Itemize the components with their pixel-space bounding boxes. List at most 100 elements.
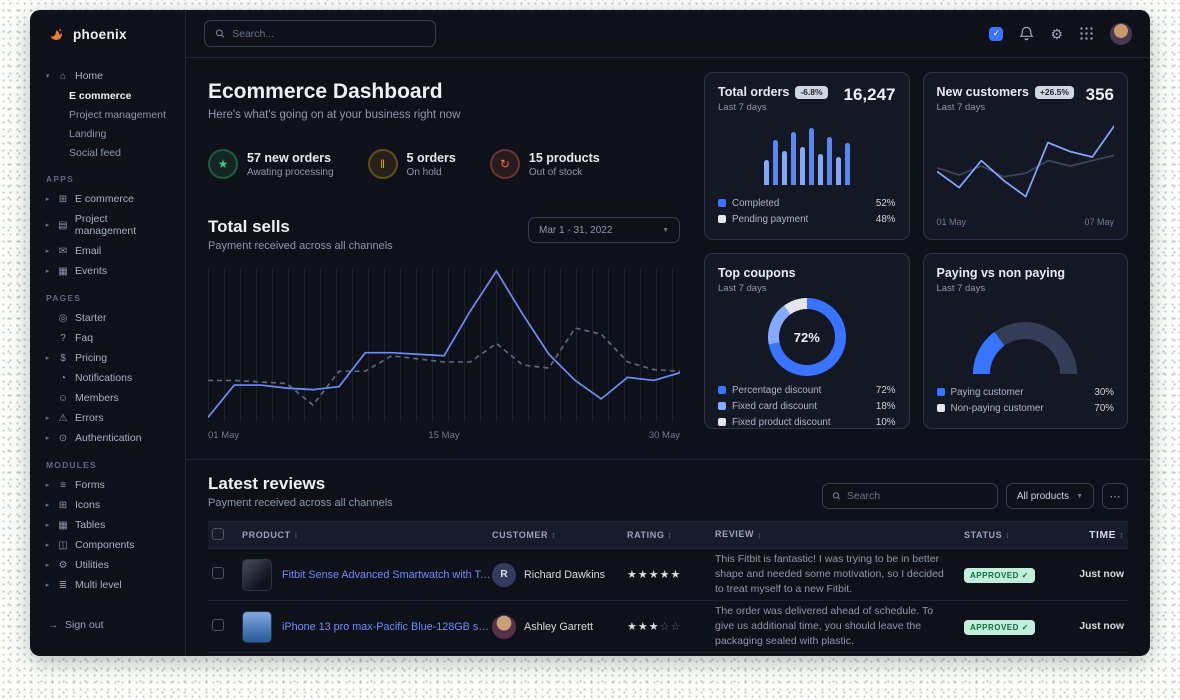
col-time[interactable]: TIME ↕	[1089, 529, 1124, 541]
product-link[interactable]: Fitbit Sense Advanced Smartwatch with To…	[282, 568, 492, 581]
sidebar-item-components[interactable]: ▸ ◫ Components	[45, 539, 135, 551]
clipboard-icon: ▤	[58, 219, 68, 231]
legend-item: Fixed card discount 18%	[718, 398, 896, 414]
stat-orders-on-hold: ‖ 5 orders On hold	[367, 149, 456, 179]
check-icon: ✓	[1021, 570, 1029, 580]
sign-out-icon: →	[48, 619, 58, 631]
product-thumbnail	[242, 610, 272, 643]
total-orders-legend: Completed 52% Pending payment 48%	[718, 195, 896, 227]
sidebar-item-multi-level[interactable]: ▸ ≣ Multi level	[45, 579, 122, 591]
col-rating[interactable]: RATING ↕	[627, 530, 673, 540]
sort-icon: ↕	[1119, 530, 1124, 540]
topbar-icons: ✓ ⚙	[989, 22, 1132, 45]
caret-icon: ▸	[45, 542, 50, 549]
total-sells-chart	[208, 268, 680, 422]
product-thumbnail	[242, 558, 272, 591]
envelope-icon: ✉	[58, 245, 68, 257]
stat-new-orders: ★ 57 new orders Awating processing	[208, 149, 334, 179]
donut-center-label: 72%	[793, 329, 820, 345]
sidebar-item-pricing[interactable]: ▸ $ Pricing	[45, 352, 108, 364]
pause-icon: ‖	[367, 149, 398, 179]
sidebar-item-starter[interactable]: ◎ Starter	[58, 312, 107, 324]
paying-gauge-chart	[973, 322, 1078, 374]
sidebar-item-project-management[interactable]: ▸ ▤ Project management	[45, 213, 137, 237]
layers-icon: ≣	[58, 579, 68, 591]
legend-item: Pending payment 48%	[718, 211, 896, 227]
sidebar-item-project-management[interactable]: Project management	[69, 108, 166, 121]
brand-name: phoenix	[73, 26, 127, 42]
table-icon: ▦	[58, 519, 68, 531]
status-badge: APPROVED ✓	[964, 619, 1035, 635]
sidebar-item-notifications[interactable]: ◔ Notifications	[38, 368, 177, 388]
sidebar-item-social-feed[interactable]: Social feed	[69, 146, 121, 159]
brand-logo[interactable]: phoenix	[30, 10, 185, 58]
sidebar-item-faq[interactable]: ? Faq	[38, 328, 177, 348]
order-bar	[826, 136, 832, 185]
caret-icon: ▸	[45, 435, 50, 442]
sort-icon: ↕	[1005, 530, 1011, 540]
col-product[interactable]: PRODUCT ↕	[242, 530, 299, 540]
col-review[interactable]: REVIEW ↕	[715, 529, 762, 540]
reviews-search-input[interactable]	[846, 490, 988, 502]
sidebar-item-tables[interactable]: ▸ ▦ Tables	[45, 519, 106, 531]
caret-icon: ▸	[45, 268, 50, 275]
sidebar-item-members[interactable]: ☺ Members	[57, 392, 119, 404]
table-row[interactable]	[208, 653, 1128, 656]
chevron-down-icon: ▼	[662, 226, 669, 234]
reviews-search[interactable]	[821, 483, 998, 509]
icons-icon: ⊞	[58, 499, 68, 511]
sidebar-item-e-commerce[interactable]: ▸ ⊞ E commerce	[45, 193, 134, 205]
cart-icon: ⊞	[58, 193, 68, 205]
caret-icon: ▸	[45, 522, 50, 529]
date-range-select[interactable]: Mar 1 - 31, 2022 ▼	[528, 217, 680, 243]
search-input[interactable]	[232, 27, 425, 40]
order-bar	[835, 157, 841, 185]
user-avatar[interactable]	[1110, 22, 1132, 45]
product-filter-select[interactable]: All products ▼	[1005, 483, 1094, 509]
sidebar-item-e-commerce[interactable]: E commerce	[69, 89, 132, 102]
check-icon: ✓	[1021, 622, 1029, 632]
sidebar-item-authentication[interactable]: ▸ ⊙ Authentication	[45, 432, 142, 444]
caret-icon: ▸	[45, 582, 50, 589]
legend-item: Paying customer 30%	[936, 384, 1114, 400]
total-orders-value: 16,247	[843, 85, 896, 104]
sidebar-item-forms[interactable]: ▸ ≡ Forms	[45, 479, 105, 491]
sidebar-item-landing[interactable]: Landing	[69, 127, 107, 140]
product-link[interactable]: iPhone 13 pro max-Pacific Blue-128GB sto…	[282, 620, 492, 633]
checked-checkbox-icon[interactable]: ✓	[989, 26, 1004, 41]
sidebar-item-errors[interactable]: ▸ ⚠ Errors	[45, 412, 104, 424]
main-area: ✓ ⚙ Ecommerce Dashboard Here's what's go…	[186, 10, 1150, 656]
new-customers-value: 356	[1085, 85, 1114, 104]
trend-badge: +26.5%	[1034, 85, 1074, 99]
customer-avatar: R	[492, 562, 516, 587]
sidebar-item-icons[interactable]: ▸ ⊞ Icons	[45, 499, 101, 511]
caret-icon: ▸	[45, 196, 50, 203]
select-all-checkbox[interactable]	[212, 528, 224, 540]
order-bar	[763, 160, 769, 185]
topbar-search[interactable]	[204, 20, 436, 47]
star-icon: ★	[208, 149, 238, 179]
sidebar-item-home[interactable]: ▾ ⌂ Home	[45, 70, 104, 82]
row-checkbox[interactable]	[212, 567, 224, 579]
col-customer[interactable]: CUSTOMER ↕	[492, 530, 556, 540]
sidebar-item-utilities[interactable]: ▸ ⚙ Utilities	[45, 559, 109, 571]
apps-grid-icon[interactable]	[1079, 26, 1094, 41]
sidebar-item-events[interactable]: ▸ ▦ Events	[45, 265, 108, 277]
table-row[interactable]: iPhone 13 pro max-Pacific Blue-128GB sto…	[208, 601, 1128, 653]
col-status[interactable]: STATUS ↕	[964, 530, 1011, 540]
more-options-button[interactable]: ⋯	[1102, 483, 1128, 509]
legend-swatch	[936, 404, 945, 412]
reviews-subtitle: Payment received across all channels	[208, 497, 393, 509]
table-row[interactable]: Fitbit Sense Advanced Smartwatch with To…	[208, 549, 1128, 601]
lock-icon: ⊙	[58, 432, 68, 444]
sign-out-button[interactable]: → Sign out	[48, 619, 104, 631]
review-text: The order was delivered ahead of schedul…	[715, 604, 934, 648]
bell-icon[interactable]	[1019, 26, 1035, 41]
review-time: Just now	[1079, 569, 1124, 580]
status-badge: APPROVED ✓	[964, 567, 1035, 583]
sidebar-item-email[interactable]: ▸ ✉ Email	[45, 245, 102, 257]
row-checkbox[interactable]	[212, 619, 224, 631]
stats-row: ★ 57 new orders Awating processing ‖ 5 o…	[208, 149, 680, 179]
search-icon	[832, 492, 841, 500]
gear-icon[interactable]: ⚙	[1050, 25, 1063, 42]
